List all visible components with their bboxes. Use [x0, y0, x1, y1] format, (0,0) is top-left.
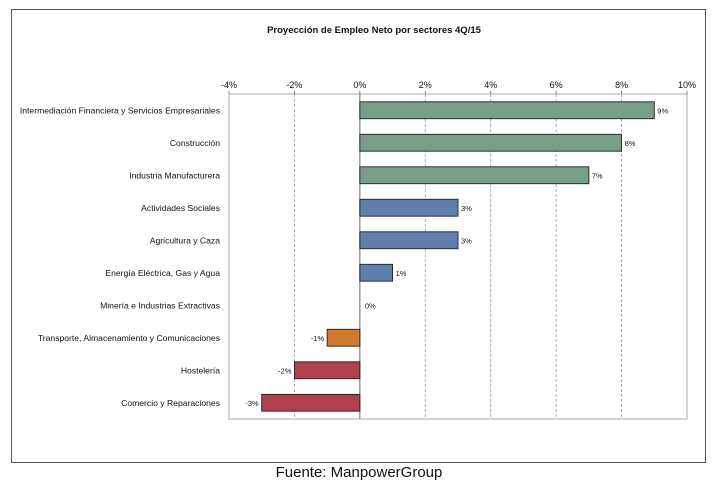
bar [359, 166, 590, 185]
tick-label: 4% [484, 80, 497, 90]
source-caption: Fuente: ManpowerGroup [275, 464, 443, 481]
category-labels: Intermediación Financiera y Servicios Em… [20, 105, 220, 408]
value-label: 3% [461, 204, 472, 213]
value-label: 7% [592, 171, 603, 180]
tick-label: 0% [353, 80, 366, 90]
tick-label: 8% [615, 80, 628, 90]
bar [359, 101, 655, 120]
bar [261, 393, 361, 412]
bar [359, 231, 459, 250]
bar [359, 198, 459, 217]
chart-title: Proyección de Empleo Neto por sectores 4… [267, 25, 482, 36]
value-label: -1% [311, 334, 325, 343]
tick-label: -2% [286, 80, 302, 90]
category-label: Hostelería [181, 365, 220, 375]
value-label: -2% [278, 366, 292, 375]
bar [359, 133, 623, 152]
value-labels: 9% 8% 7% 3% 3% 1% 0% -1% -2% -3% [245, 106, 668, 408]
bar [359, 263, 394, 282]
category-label: Transporte, Almacenamiento y Comunicacio… [38, 333, 220, 343]
chart-frame: Proyección de Empleo Neto por sectores 4… [11, 9, 706, 463]
category-label: Intermediación Financiera y Servicios Em… [20, 105, 220, 115]
category-label: Actividades Sociales [141, 203, 220, 213]
value-label: -3% [245, 399, 259, 408]
value-label: 8% [625, 139, 636, 148]
category-label: Comercio y Reparaciones [121, 398, 220, 408]
x-axis-ticks: -4% -2% 0% 2% 4% 6% 8% 10% [221, 80, 696, 94]
value-label: 0% [365, 301, 376, 310]
bar [293, 361, 361, 380]
bar [326, 328, 361, 347]
tick-label: 6% [550, 80, 563, 90]
category-label: Minería e Industrias Extractivas [100, 300, 220, 310]
category-label: Energía Eléctrica, Gas y Agua [105, 268, 220, 278]
tick-label: 10% [678, 80, 696, 90]
bars [261, 101, 655, 412]
tick-label: 2% [419, 80, 432, 90]
tick-label: -4% [221, 80, 237, 90]
category-label: Industria Manufacturera [129, 170, 220, 180]
value-label: 3% [461, 236, 472, 245]
bar-chart: Proyección de Empleo Neto por sectores 4… [20, 25, 696, 420]
value-label: 1% [396, 269, 407, 278]
category-label: Agricultura y Caza [150, 235, 220, 245]
value-label: 9% [657, 106, 668, 115]
category-label: Construcción [170, 138, 220, 148]
